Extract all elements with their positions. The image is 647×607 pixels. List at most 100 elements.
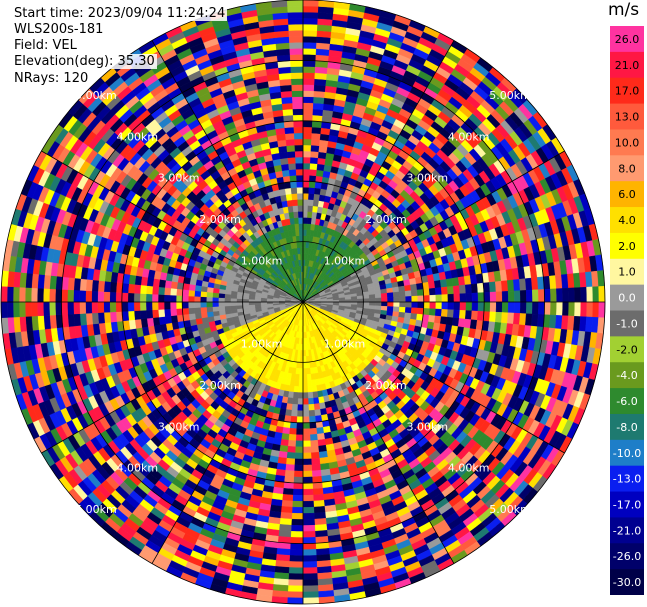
velocity-gate [313,84,326,92]
velocity-gate [151,293,159,303]
velocity-gate [470,283,479,294]
velocity-gate [164,308,172,317]
velocity-gate [313,500,325,508]
velocity-gate [302,144,312,152]
velocity-gate [507,290,515,303]
velocity-gate [79,301,87,314]
velocity-gate [307,385,313,393]
velocity-gate [292,500,304,508]
velocity-gate [302,398,309,405]
velocity-gate [224,305,232,311]
velocity-gate [312,391,319,399]
velocity-gate [133,301,141,312]
velocity-gate [302,78,315,86]
velocity-gate [422,308,430,316]
velocity-gate [127,301,135,312]
velocity-gate [302,350,307,357]
velocity-gate [288,573,304,581]
velocity-gate [212,306,220,312]
velocity-gate [519,278,527,291]
velocity-gate [316,163,325,171]
velocity-gate [445,278,454,288]
velocity-gate [294,452,304,460]
velocity-gate [489,291,497,303]
velocity-gate [85,290,93,303]
velocity-gate [139,301,147,311]
velocity-gate [317,151,327,160]
velocity-gate [392,291,400,298]
velocity-gate [290,530,304,538]
velocity-gate [525,301,533,315]
velocity-gate [310,144,320,153]
velocity-gate [312,102,325,110]
velocity-gate [296,410,304,417]
velocity-gate [302,126,313,134]
velocity-gate [43,288,50,303]
velocity-gate [145,309,154,319]
velocity-gate [188,313,196,321]
velocity-gate [302,404,309,411]
velocity-gate [428,308,436,317]
velocity-gate [73,289,81,303]
velocity-gate [387,301,394,307]
velocity-gate [513,279,521,292]
velocity-gate [286,597,304,605]
velocity-gate [429,301,437,310]
velocity-gate [212,310,220,317]
velocity-gate [121,292,129,303]
velocity-gate [302,168,311,176]
velocity-gate [236,301,243,306]
velocity-gate [121,282,130,294]
velocity-gate [555,315,563,330]
velocity-gate [188,289,196,297]
velocity-gate [194,296,201,303]
velocity-gate [375,301,382,307]
velocity-gate [91,301,99,314]
velocity-gate [386,306,394,312]
velocity-gate [525,313,533,327]
velocity-gate [279,518,292,526]
velocity-gate [37,301,44,317]
velocity-gate [287,585,304,593]
velocity-gate [43,315,51,330]
velocity-gate [299,368,304,375]
velocity-gate [152,278,161,288]
velocity-gate [151,286,160,295]
velocity-gate [519,290,527,303]
velocity-gate [307,205,314,213]
velocity-gate [280,506,293,514]
velocity-gate [285,463,295,472]
velocity-gate [206,306,214,313]
velocity-gate [305,361,311,369]
velocity-gate [281,427,290,435]
velocity-gate [175,295,183,303]
velocity-gate [85,312,93,325]
velocity-gate [386,287,394,294]
velocity-gate [293,464,304,472]
velocity-gate [314,66,328,74]
velocity-gate [311,469,322,478]
velocity-gate [302,573,318,581]
velocity-gate [248,301,255,306]
velocity-gate [288,567,304,575]
velocity-gate [544,301,551,316]
velocity-gate [562,287,569,303]
velocity-gate [452,285,461,295]
velocity-gate [398,291,406,298]
velocity-gate [550,301,557,316]
velocity-gate [302,11,319,19]
velocity-gate [476,310,485,322]
velocity-gate [302,434,311,442]
velocity-gate [307,199,314,207]
velocity-gate [242,298,249,303]
velocity-gate [127,310,136,321]
velocity-gate [212,301,219,307]
velocity-gate [283,475,295,484]
velocity-gate [465,292,473,303]
velocity-gate [230,305,238,310]
velocity-gate [139,293,147,303]
velocity-gate [549,275,557,290]
velocity-gate [302,193,309,200]
velocity-gate [278,524,292,532]
velocity-gate [314,409,322,417]
